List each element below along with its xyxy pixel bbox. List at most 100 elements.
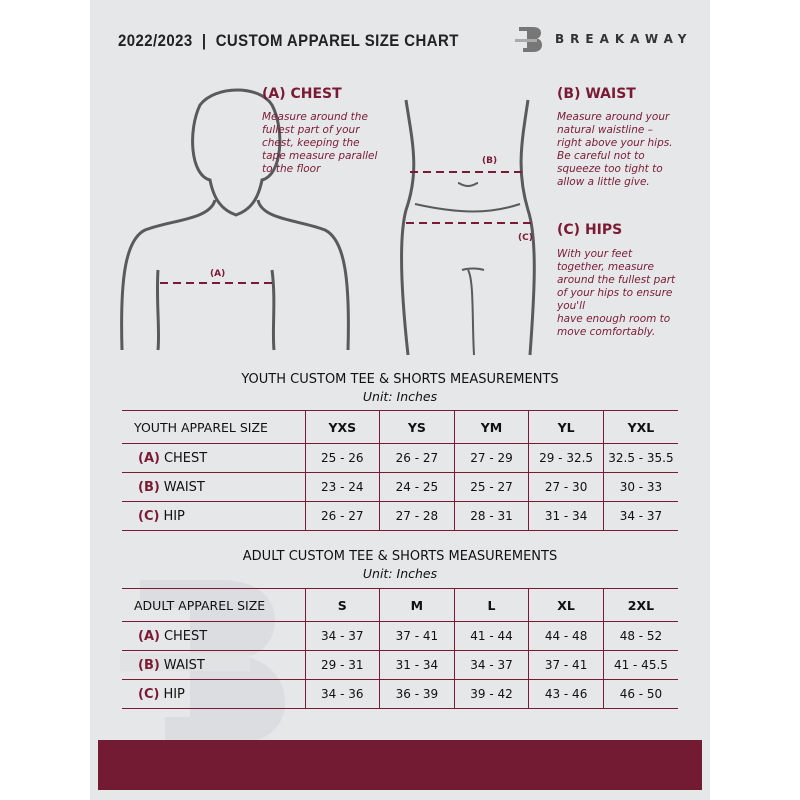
size-label: YOUTH APPAREL SIZE xyxy=(122,410,305,444)
size-chart-page: 2022/2023 | CUSTOM APPAREL SIZE CHART BR… xyxy=(90,0,710,800)
size-header: M xyxy=(379,588,455,622)
size-header: 2XL xyxy=(602,588,678,622)
table-row: (A) CHEST 34 - 37 37 - 41 41 - 44 44 - 48 48 -… xyxy=(122,621,678,651)
description-line: together, measure xyxy=(557,261,654,273)
measure-code: (A) xyxy=(138,450,160,466)
measure-value: 36 - 39 xyxy=(379,679,455,709)
size-header: YS xyxy=(379,410,455,444)
table-row: (B) WAIST 29 - 31 31 - 34 34 - 37 37 - 41 41 -… xyxy=(122,650,678,680)
measure-label: (B) WAIST xyxy=(122,650,305,680)
measure-value: 25 - 26 xyxy=(304,443,380,473)
brand-name: BREAKAWAY xyxy=(555,32,693,46)
measure-value: 34 - 36 xyxy=(304,679,380,709)
measure-value: 34 - 37 xyxy=(304,621,380,651)
body-diagrams: (A) (B) (C) xyxy=(120,88,536,356)
measure-value: 23 - 24 xyxy=(304,472,380,502)
measure-value: 26 - 27 xyxy=(379,443,455,473)
brand-logo: BREAKAWAY xyxy=(515,24,692,54)
youth-table-title: YOUTH CUSTOM TEE & SHORTS MEASUREMENTS xyxy=(241,372,559,387)
description-line: right above your hips. xyxy=(557,137,673,149)
torso-figure xyxy=(400,99,536,356)
measure-name: CHEST xyxy=(163,450,208,466)
measure-name: HIP xyxy=(163,508,185,524)
description-line: Measure around your xyxy=(557,111,670,123)
description-line: fullest part of your xyxy=(262,124,360,136)
page-title: 2022/2023 | CUSTOM APPAREL SIZE CHART xyxy=(118,31,459,50)
measure-value: 27 - 28 xyxy=(379,501,455,531)
measure-code: (B) xyxy=(138,657,160,673)
measure-value: 37 - 41 xyxy=(528,650,604,680)
description-line: natural waistline – xyxy=(557,124,653,136)
description-line: of your hips to ensure xyxy=(557,287,673,299)
waist-heading: (B) WAIST xyxy=(557,86,636,102)
description-line: With your feet xyxy=(557,248,633,260)
measure-value: 43 - 46 xyxy=(528,679,604,709)
measure-value: 44 - 48 xyxy=(528,621,604,651)
footer-bar xyxy=(98,740,702,790)
adult-table-title: ADULT CUSTOM TEE & SHORTS MEASUREMENTS xyxy=(242,549,558,564)
measure-label: (B) WAIST xyxy=(122,472,305,502)
measure-value: 39 - 42 xyxy=(453,679,529,709)
measure-label: (C) HIP xyxy=(122,501,305,531)
size-label: ADULT APPAREL SIZE xyxy=(122,588,305,622)
measure-name: HIP xyxy=(163,686,185,702)
table-header-row: YOUTH APPAREL SIZE YXS YS YM YL YXL xyxy=(122,410,678,444)
size-header: YXL xyxy=(602,410,678,444)
measure-code: (C) xyxy=(138,686,160,702)
hips-heading: (C) HIPS xyxy=(557,222,623,238)
description-line: Measure around the xyxy=(262,111,368,123)
measure-name: WAIST xyxy=(163,479,205,495)
description-line: to the floor xyxy=(262,163,321,175)
measure-value: 41 - 44 xyxy=(453,621,529,651)
waist-description: Measure around your natural waistline – ri… xyxy=(557,111,673,189)
table-header-row: ADULT APPAREL SIZE S M L XL 2XL xyxy=(122,588,678,622)
measure-value: 37 - 41 xyxy=(379,621,455,651)
measure-value: 29 - 32.5 xyxy=(528,443,604,473)
chest-marker: (A) xyxy=(210,269,225,279)
measure-name: WAIST xyxy=(163,657,205,673)
table-row: (C) HIP 26 - 27 27 - 28 28 - 31 31 - 34 34 - 3… xyxy=(122,501,678,531)
hips-description: With your feet together, measure around th… xyxy=(557,248,675,339)
size-header: YXS xyxy=(304,410,380,444)
youth-size-table: YOUTH APPAREL SIZE YXS YS YM YL YXL (A) CHEST 25… xyxy=(122,410,678,531)
measure-value: 31 - 34 xyxy=(528,501,604,531)
measure-value: 34 - 37 xyxy=(602,501,678,531)
description-line: allow a little give. xyxy=(557,176,650,188)
chest-heading: (A) CHEST xyxy=(262,86,342,102)
measure-value: 26 - 27 xyxy=(304,501,380,531)
adult-table-unit: Unit: Inches xyxy=(362,566,438,581)
size-header: YL xyxy=(528,410,604,444)
youth-table-unit: Unit: Inches xyxy=(362,389,438,404)
measure-value: 31 - 34 xyxy=(379,650,455,680)
chest-description: Measure around the fullest part of your ch… xyxy=(262,111,377,176)
measure-label: (A) CHEST xyxy=(122,621,305,651)
measure-code: (C) xyxy=(138,508,160,524)
measure-value: 27 - 30 xyxy=(528,472,604,502)
description-line: chest, keeping the xyxy=(262,137,360,149)
measure-value: 34 - 37 xyxy=(453,650,529,680)
description-line: Be careful not to xyxy=(557,150,645,162)
measure-value: 48 - 52 xyxy=(602,621,678,651)
measure-value: 27 - 29 xyxy=(453,443,529,473)
size-header: S xyxy=(304,588,380,622)
size-header: XL xyxy=(528,588,604,622)
table-row: (B) WAIST 23 - 24 24 - 25 25 - 27 27 - 30 30 -… xyxy=(122,472,678,502)
measure-name: CHEST xyxy=(163,628,208,644)
breakaway-logo-icon xyxy=(515,27,542,52)
size-header: YM xyxy=(453,410,529,444)
measure-value: 30 - 33 xyxy=(602,472,678,502)
measure-value: 28 - 31 xyxy=(453,501,529,531)
measure-code: (B) xyxy=(138,479,160,495)
description-line: squeeze too tight to xyxy=(557,163,663,175)
measure-label: (A) CHEST xyxy=(122,443,305,473)
measure-value: 46 - 50 xyxy=(602,679,678,709)
measure-value: 24 - 25 xyxy=(379,472,455,502)
table-row: (A) CHEST 25 - 26 26 - 27 27 - 29 29 - 32.5 32… xyxy=(122,443,678,473)
chest-figure xyxy=(120,88,350,351)
measure-value: 32.5 - 35.5 xyxy=(602,443,678,473)
size-header: L xyxy=(453,588,529,622)
hips-marker: (C) xyxy=(518,233,533,243)
measure-label: (C) HIP xyxy=(122,679,305,709)
measure-value: 29 - 31 xyxy=(304,650,380,680)
description-line: have enough room to xyxy=(557,313,671,325)
